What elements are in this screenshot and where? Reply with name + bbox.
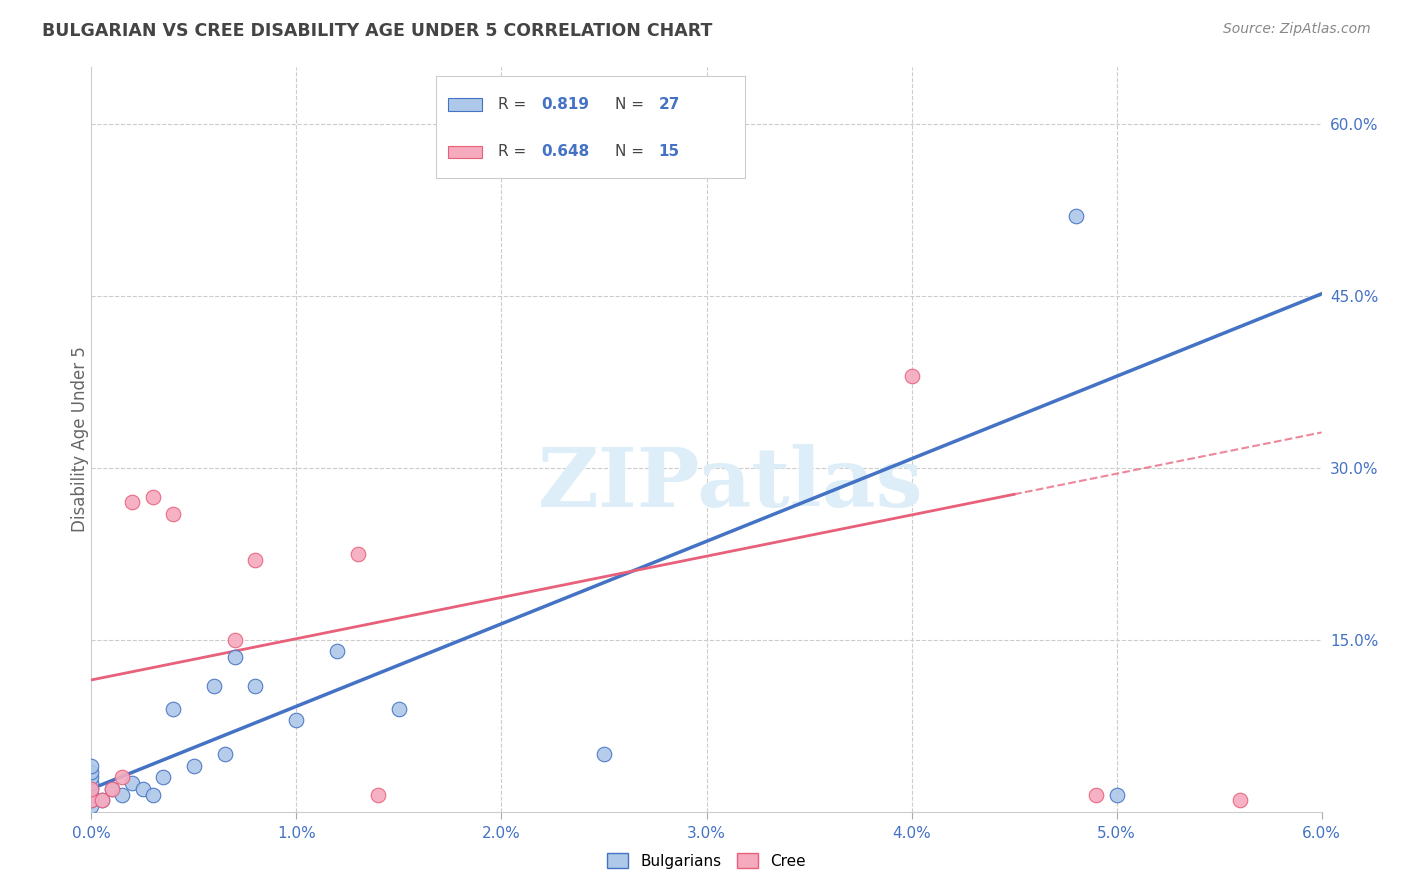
Point bbox=[1085, 788, 1108, 802]
Point bbox=[111, 770, 134, 784]
Text: 15: 15 bbox=[658, 145, 679, 160]
Point bbox=[183, 759, 205, 773]
Text: 27: 27 bbox=[658, 97, 681, 112]
Point bbox=[388, 701, 411, 715]
Bar bbox=[449, 145, 482, 158]
Point bbox=[131, 781, 153, 796]
Bar bbox=[449, 98, 482, 111]
Text: ZIPatlas: ZIPatlas bbox=[538, 444, 924, 524]
Y-axis label: Disability Age Under 5: Disability Age Under 5 bbox=[72, 346, 89, 533]
Point bbox=[80, 788, 103, 802]
Point bbox=[121, 776, 143, 790]
Point bbox=[162, 701, 184, 715]
Point bbox=[593, 747, 616, 762]
Point bbox=[80, 793, 103, 807]
Point bbox=[1105, 788, 1128, 802]
Point bbox=[80, 764, 103, 779]
Text: 0.648: 0.648 bbox=[541, 145, 589, 160]
Point bbox=[142, 788, 165, 802]
Point bbox=[224, 632, 246, 647]
Legend: Bulgarians, Cree: Bulgarians, Cree bbox=[600, 847, 813, 875]
Text: N =: N = bbox=[616, 97, 650, 112]
Point bbox=[80, 781, 103, 796]
Point bbox=[80, 793, 103, 807]
Point bbox=[245, 679, 267, 693]
Point bbox=[142, 490, 165, 504]
Point bbox=[1229, 793, 1251, 807]
Text: BULGARIAN VS CREE DISABILITY AGE UNDER 5 CORRELATION CHART: BULGARIAN VS CREE DISABILITY AGE UNDER 5… bbox=[42, 22, 713, 40]
Point bbox=[326, 644, 349, 658]
Text: N =: N = bbox=[616, 145, 650, 160]
Point bbox=[285, 713, 308, 727]
Point bbox=[202, 679, 225, 693]
Point bbox=[224, 650, 246, 665]
Text: R =: R = bbox=[498, 97, 531, 112]
Point bbox=[121, 495, 143, 509]
Point bbox=[90, 793, 112, 807]
Point bbox=[80, 770, 103, 784]
Point bbox=[80, 799, 103, 814]
Point bbox=[80, 776, 103, 790]
Text: R =: R = bbox=[498, 145, 531, 160]
Text: Source: ZipAtlas.com: Source: ZipAtlas.com bbox=[1223, 22, 1371, 37]
Text: 0.819: 0.819 bbox=[541, 97, 589, 112]
Point bbox=[900, 369, 922, 384]
Point bbox=[367, 788, 389, 802]
Point bbox=[214, 747, 236, 762]
Point bbox=[347, 547, 370, 561]
Point bbox=[152, 770, 174, 784]
Point bbox=[101, 781, 124, 796]
Point bbox=[245, 552, 267, 566]
Point bbox=[162, 507, 184, 521]
Point bbox=[90, 793, 112, 807]
Point bbox=[1064, 209, 1087, 223]
Point bbox=[101, 781, 124, 796]
Point bbox=[80, 759, 103, 773]
Point bbox=[111, 788, 134, 802]
Point bbox=[80, 781, 103, 796]
